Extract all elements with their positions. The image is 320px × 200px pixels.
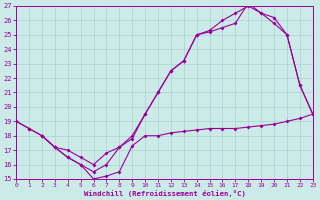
X-axis label: Windchill (Refroidissement éolien,°C): Windchill (Refroidissement éolien,°C) [84,190,245,197]
